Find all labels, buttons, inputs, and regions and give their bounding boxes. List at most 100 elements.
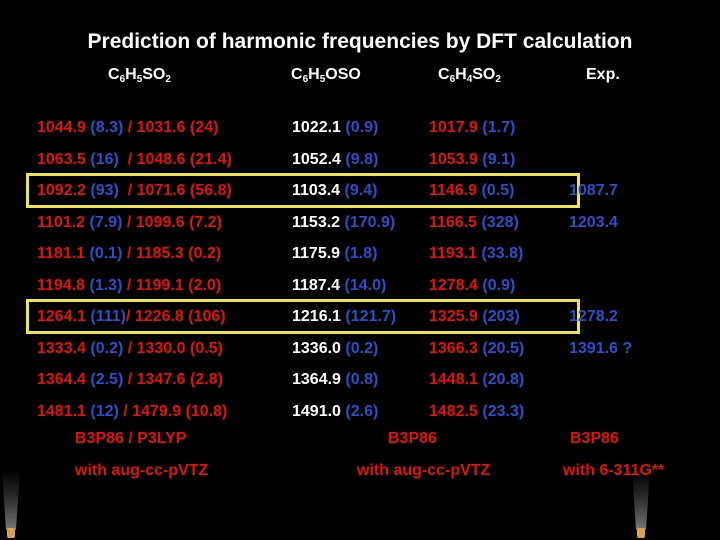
header-c6h5so2: C6H5SO2	[108, 66, 171, 85]
cell-c6h5oso: 1052.4 (9.8)	[292, 151, 378, 169]
value-c3a: 1193.1	[429, 245, 482, 262]
value-c1c: / 1479.9	[118, 402, 186, 420]
cell-c6h5so2: 1101.2 (7.9) / 1099.6 (7.2)	[37, 214, 222, 232]
value-c2b: (1.8)	[344, 245, 378, 262]
method-label-2: B3P86	[388, 430, 437, 447]
value-c2a: 1052.4	[292, 150, 346, 168]
spotlight-left-icon	[2, 470, 20, 538]
spotlight-right-icon	[632, 470, 650, 538]
value-c1b: (1.3)	[89, 276, 123, 294]
value-c4: 1203.4	[569, 213, 618, 231]
cell-c6h5so2: 1333.4 (0.2) / 1330.0 (0.5)	[37, 340, 223, 358]
value-c3a: 1278.4	[429, 276, 483, 294]
value-c1d: (2.0)	[188, 276, 222, 294]
value-c3b: (20.5)	[482, 339, 525, 357]
value-c2a: 1175.9	[292, 245, 345, 262]
value-c1b: (7.9)	[89, 213, 123, 231]
value-c1b: (111)	[90, 308, 126, 325]
value-c3a: 1448.1	[429, 371, 483, 388]
value-c1a: 1092.2	[37, 182, 91, 199]
cell-c6h4so2: 1166.5 (328)	[429, 214, 519, 232]
cell-c6h5so2: 1063.5 (16) / 1048.6 (21.4)	[37, 151, 232, 169]
cell-c6h5so2: 1194.8 (1.3) / 1199.1 (2.0)	[37, 277, 221, 295]
value-c4: 1278.2	[569, 308, 618, 325]
basis-label-2: with aug-cc-pVTZ	[357, 462, 491, 479]
value-c3b: (20.8)	[482, 371, 525, 388]
slide-title: Prediction of harmonic frequencies by DF…	[87, 30, 633, 53]
value-c1d: (21.4)	[190, 150, 232, 168]
header-c6h4so2: C6H4SO2	[438, 66, 501, 85]
cell-c6h4so2: 1325.9 (203)	[429, 308, 520, 326]
value-c2b: (14.0)	[344, 276, 387, 294]
value-c1d: (0.5)	[190, 339, 223, 357]
value-c3b: (1.7)	[482, 119, 516, 136]
value-c3b: (0.5)	[481, 182, 515, 199]
cell-c6h5so2: 1264.1 (111)/ 1226.8 (106)	[37, 308, 226, 326]
cell-c6h5so2: 1364.4 (2.5) / 1347.6 (2.8)	[37, 371, 223, 389]
highlight-box-row7	[26, 299, 580, 334]
cell-exp: 1203.4	[569, 214, 618, 232]
value-c3a: 1053.9	[429, 150, 483, 168]
value-c1c: / 1347.6	[123, 371, 191, 388]
value-c2a: 1336.0	[292, 339, 346, 357]
cell-c6h5oso: 1491.0 (2.6)	[292, 403, 378, 421]
method-label-3: B3P86	[570, 430, 619, 447]
value-c3a: 1146.9	[429, 182, 482, 199]
cell-c6h5so2: 1044.9 (8.3) / 1031.6 (24)	[37, 119, 218, 137]
value-c1a: 1194.8	[37, 276, 90, 294]
cell-c6h5oso: 1216.1 (121.7)	[292, 308, 396, 326]
cell-c6h4so2: 1278.4 (0.9)	[429, 277, 515, 295]
value-c1b: (0.1)	[89, 245, 123, 262]
value-c2b: (9.4)	[344, 182, 378, 199]
cell-c6h5oso: 1103.4 (9.4)	[292, 182, 377, 200]
value-c1c: / 1071.6	[118, 182, 191, 199]
value-c1c: / 1185.3	[122, 245, 189, 262]
cell-exp: 1278.2	[569, 308, 618, 326]
value-c2b: (0.9)	[345, 119, 379, 136]
value-c1a: 1333.4	[37, 339, 91, 357]
value-c1b: (2.5)	[90, 371, 124, 388]
value-c2b: (2.6)	[345, 402, 379, 420]
value-c1b: (8.3)	[90, 119, 124, 136]
value-c3a: 1166.5	[429, 213, 482, 231]
cell-c6h4so2: 1366.3 (20.5)	[429, 340, 524, 358]
value-c1c: / 1099.6	[122, 213, 190, 231]
value-c4: 1391.6 ?	[569, 339, 633, 357]
cell-c6h5oso: 1175.9 (1.8)	[292, 245, 377, 263]
header-c6h5oso: C6H5OSO	[291, 66, 361, 85]
value-c1a: 1481.1	[37, 402, 91, 420]
value-c3b: (23.3)	[482, 402, 525, 420]
highlight-box-row3	[26, 173, 580, 208]
cell-c6h5oso: 1364.9 (0.8)	[292, 371, 378, 389]
value-c4: 1087.7	[569, 182, 618, 199]
value-c3a: 1325.9	[429, 308, 483, 325]
value-c3b: (328)	[481, 213, 519, 231]
value-c1a: 1063.5	[37, 150, 91, 168]
value-c1b: (12)	[90, 402, 119, 420]
value-c3a: 1017.9	[429, 119, 483, 136]
value-c2b: (9.8)	[345, 150, 379, 168]
cell-c6h4so2: 1193.1 (33.8)	[429, 245, 523, 263]
value-c1d: (7.2)	[189, 213, 223, 231]
value-c3a: 1482.5	[429, 402, 483, 420]
value-c1d: (106)	[188, 308, 226, 325]
value-c2a: 1491.0	[292, 402, 346, 420]
cell-exp: 1391.6 ?	[569, 340, 632, 358]
value-c3b: (9.1)	[482, 150, 516, 168]
value-c1c: / 1226.8	[125, 308, 189, 325]
value-c1b: (0.2)	[90, 339, 124, 357]
value-c1a: 1044.9	[37, 119, 91, 136]
value-c1b: (16)	[90, 150, 119, 168]
value-c3b: (33.8)	[481, 245, 524, 262]
cell-c6h4so2: 1146.9 (0.5)	[429, 182, 514, 200]
value-c2a: 1103.4	[292, 182, 345, 199]
cell-c6h4so2: 1482.5 (23.3)	[429, 403, 524, 421]
value-c1c: / 1031.6	[123, 119, 191, 136]
value-c1a: 1181.1	[37, 245, 90, 262]
cell-c6h5oso: 1187.4 (14.0)	[292, 277, 386, 295]
value-c2b: (0.8)	[345, 371, 379, 388]
cell-c6h5oso: 1022.1 (0.9)	[292, 119, 378, 137]
basis-label-1: with aug-cc-pVTZ	[75, 462, 209, 479]
cell-c6h4so2: 1448.1 (20.8)	[429, 371, 524, 389]
value-c1b: (93)	[90, 182, 119, 199]
